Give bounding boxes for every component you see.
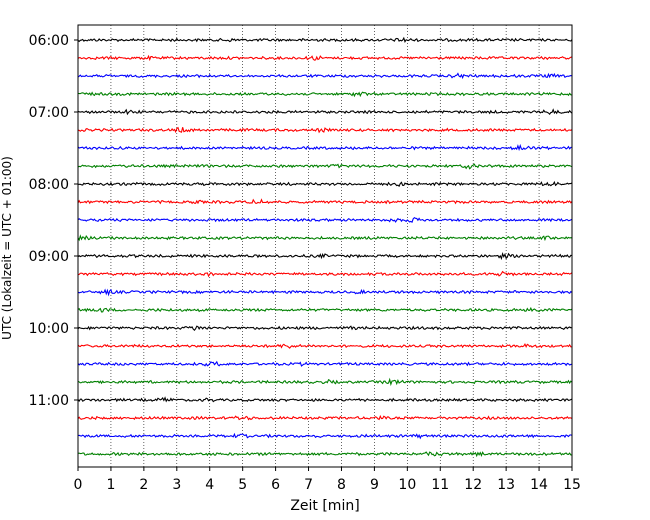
trace-0915 <box>77 270 573 278</box>
x-tick-label: 5 <box>238 477 247 493</box>
trace-1015 <box>77 342 573 349</box>
y-axis: 06:00 07:00 08:00 09:00 10:00 11:00 <box>29 33 78 409</box>
x-tick-label: 12 <box>464 477 482 493</box>
trace-1030 <box>77 360 573 367</box>
x-tick-label: 0 <box>74 477 83 493</box>
x-tick-label: 9 <box>370 477 379 493</box>
x-tick-label: 4 <box>205 477 214 493</box>
x-tick-label: 7 <box>304 477 313 493</box>
trace-1130 <box>77 432 573 440</box>
trace-0645 <box>77 91 573 98</box>
x-tick-label: 8 <box>337 477 346 493</box>
x-tick-label: 14 <box>530 477 548 493</box>
y-tick-label: 11:00 <box>29 393 69 409</box>
trace-0800 <box>77 180 573 188</box>
y-tick-label: 06:00 <box>29 33 69 49</box>
y-axis-title: UTC (Lokalzeit = UTC + 01:00) <box>0 156 14 340</box>
trace-1145 <box>77 451 572 458</box>
x-tick-label: 3 <box>172 477 181 493</box>
trace-0845 <box>77 234 573 242</box>
trace-0930 <box>77 288 573 297</box>
trace-layer <box>77 36 573 458</box>
trace-1000 <box>77 325 573 331</box>
x-tick-label: 10 <box>398 477 416 493</box>
trace-0615 <box>77 54 573 62</box>
plot-frame <box>77 24 573 468</box>
trace-1115 <box>77 414 573 421</box>
x-tick-label: 1 <box>106 477 115 493</box>
trace-0700 <box>77 108 573 116</box>
trace-0900 <box>77 251 573 261</box>
y-tick-label: 08:00 <box>29 177 69 193</box>
trace-0815 <box>77 198 573 205</box>
trace-0745 <box>77 163 573 170</box>
y-tick-label: 09:00 <box>29 249 69 265</box>
x-axis-title: Zeit [min] <box>290 498 359 514</box>
y-tick-label: 10:00 <box>29 321 69 337</box>
x-tick-label: 15 <box>563 477 581 493</box>
trace-0600 <box>77 36 573 43</box>
trace-0730 <box>77 143 573 152</box>
trace-0830 <box>77 216 573 224</box>
x-tick-label: 6 <box>271 477 280 493</box>
trace-0945 <box>77 306 573 313</box>
y-tick-label: 07:00 <box>29 105 69 121</box>
trace-1045 <box>77 377 573 387</box>
trace-0715 <box>77 126 573 134</box>
x-axis: 0 1 2 3 4 5 6 7 8 9 10 11 12 13 14 15 <box>74 467 581 493</box>
trace-1100 <box>77 396 573 403</box>
x-tick-label: 13 <box>497 477 515 493</box>
x-tick-label: 2 <box>139 477 148 493</box>
x-tick-label: 11 <box>431 477 449 493</box>
trace-0630 <box>77 72 573 80</box>
